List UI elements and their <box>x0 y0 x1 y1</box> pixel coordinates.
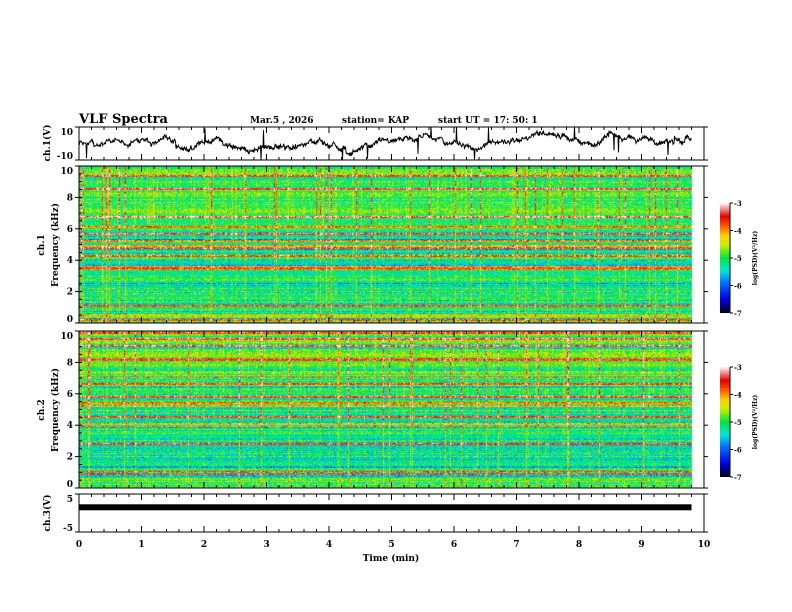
x-axis-label: Time (min) <box>363 553 420 564</box>
ch1-ylabel: ch.1(V) <box>42 125 53 162</box>
y-tick-label: 0 <box>67 480 73 490</box>
y-tick-label: 8 <box>67 358 73 368</box>
ch1-colorbar <box>720 203 730 313</box>
y-tick-label: 5 <box>67 495 73 505</box>
x-tick-label: 10 <box>698 540 711 550</box>
ch1-trace <box>78 126 692 161</box>
colorbar-tick-label: -3 <box>734 363 742 372</box>
ch1-colorbar-label: log(PSD)(V²/Hz) <box>752 231 759 286</box>
colorbar-tick-label: -6 <box>734 446 742 455</box>
colorbar-tick-label: -4 <box>734 227 742 236</box>
x-tick-label: 2 <box>201 540 207 550</box>
ch2-spec-ylabel: ch.2 <box>37 399 47 420</box>
ch1-spec-ylabel: ch.1 <box>37 234 47 255</box>
y-tick-label: 10 <box>60 332 73 342</box>
colorbar-tick-label: -7 <box>734 309 742 318</box>
ch2-spectrogram-frame <box>78 330 705 489</box>
x-tick-label: 9 <box>638 540 644 550</box>
ch1-spectrogram-frame <box>78 165 705 324</box>
x-tick-label: 1 <box>138 540 144 550</box>
y-tick-label: 6 <box>67 390 73 400</box>
figure-title: VLF Spectra <box>78 112 169 127</box>
y-tick-label: 6 <box>67 225 73 235</box>
x-tick-label: 3 <box>263 540 269 550</box>
y-tick-label: 4 <box>67 256 73 266</box>
y-tick-label: -10 <box>57 152 73 162</box>
ch2-colorbar-label: log(PSD)(V²/Hz) <box>752 395 759 450</box>
colorbar-tick-label: -5 <box>734 254 742 263</box>
ch2-colorbar <box>720 367 730 477</box>
x-tick-label: 4 <box>326 540 332 550</box>
y-tick-label: 10 <box>60 128 73 138</box>
y-tick-label: 8 <box>67 193 73 203</box>
ch3-ylabel: ch.3(V) <box>42 495 53 532</box>
y-tick-label: -5 <box>63 524 73 534</box>
colorbar-tick-label: -6 <box>734 282 742 291</box>
y-tick-label: 4 <box>67 421 73 431</box>
y-tick-label: 10 <box>60 167 73 177</box>
start-ut-label: start UT = 17: 50: 1 <box>438 116 538 126</box>
y-tick-label: 2 <box>67 453 73 463</box>
ch2-spectrogram <box>79 331 704 488</box>
colorbar-tick-label: -4 <box>734 391 742 400</box>
colorbar-tick-label: -5 <box>734 418 742 427</box>
station-label: station= KAP <box>342 116 409 126</box>
date-label: Mar.5 , 2026 <box>250 116 314 126</box>
colorbar-tick-label: -3 <box>734 199 742 208</box>
x-tick-label: 6 <box>451 540 457 550</box>
x-tick-label: 7 <box>513 540 519 550</box>
x-tick-label: 5 <box>388 540 394 550</box>
ch3-trace <box>79 504 692 511</box>
x-tick-label: 0 <box>76 540 82 550</box>
ch1-freq-ylabel: Frequency (kHz) <box>50 203 61 287</box>
ch1-spectrogram <box>79 166 704 323</box>
y-tick-label: 2 <box>67 288 73 298</box>
ch2-freq-ylabel: Frequency (kHz) <box>50 368 61 452</box>
x-tick-label: 8 <box>576 540 582 550</box>
colorbar-tick-label: -7 <box>734 473 742 482</box>
y-tick-label: 0 <box>67 315 73 325</box>
